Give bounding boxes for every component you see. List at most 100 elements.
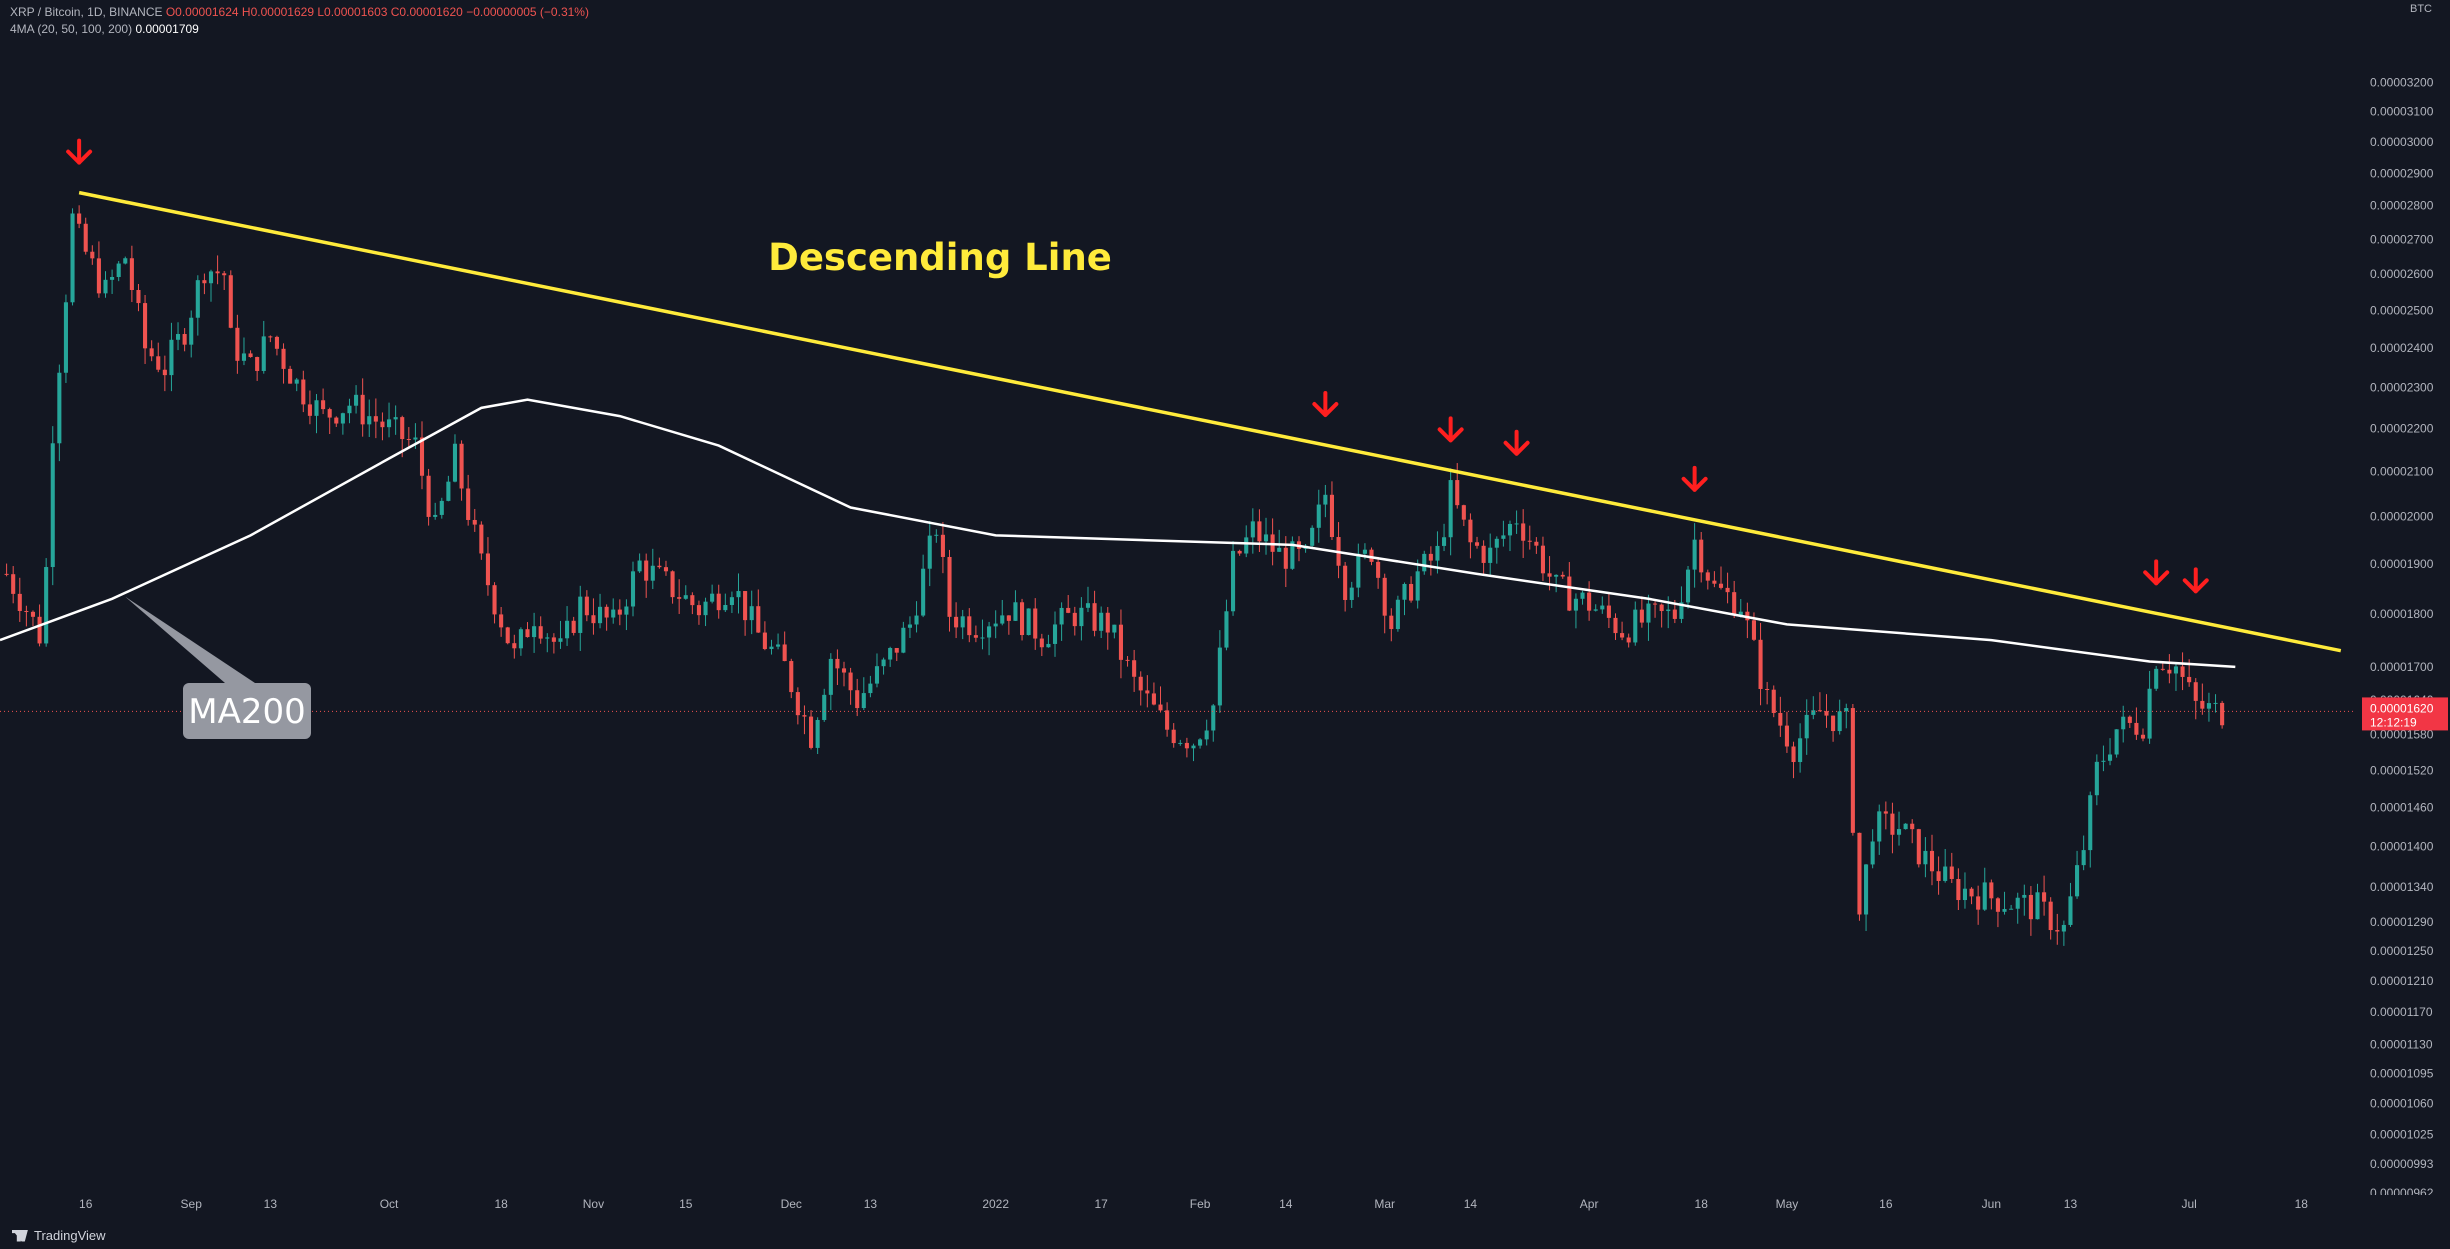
candle-body (143, 303, 148, 349)
candle (202, 273, 207, 295)
candle-body (452, 443, 458, 482)
candle-body (1211, 705, 1216, 731)
symbol-header: XRP / Bitcoin, 1D, BINANCE O0.00001624 H… (10, 5, 589, 19)
candle-body (907, 624, 912, 628)
candle-body (426, 475, 431, 517)
time-tick-label: 2022 (982, 1197, 1009, 1211)
candle (505, 626, 510, 645)
candle (927, 520, 932, 587)
candle (1593, 604, 1598, 612)
candle (189, 310, 194, 358)
candle-body (386, 419, 392, 428)
candle (419, 421, 425, 490)
price-tick-label: 0.00002100 (2370, 465, 2434, 479)
candle (1349, 581, 1354, 608)
candle (1613, 613, 1618, 640)
price-tick-label: 0.00001700 (2370, 660, 2434, 674)
candle (1395, 595, 1400, 632)
candle (1488, 533, 1493, 577)
candle-body (644, 560, 649, 581)
candle-body (2048, 901, 2053, 931)
candle-body (2180, 666, 2185, 677)
candle-body (545, 637, 550, 639)
candle-body (44, 567, 49, 644)
candle (518, 627, 523, 656)
candle-body (255, 357, 260, 371)
candle (947, 549, 952, 632)
time-tick-label: May (1776, 1197, 1799, 1211)
candle (1929, 834, 1935, 886)
candle (1956, 868, 1961, 911)
candle (1606, 593, 1611, 628)
candle-body (888, 647, 893, 660)
candle (1811, 696, 1816, 720)
candle (63, 294, 68, 383)
candle-body (1507, 523, 1513, 536)
candle (597, 593, 603, 629)
current-price-tag (2362, 697, 2448, 731)
candle (716, 584, 721, 619)
candle (967, 608, 972, 643)
candle (538, 616, 543, 644)
indicator-legend[interactable]: 4MA (20, 50, 100, 200) 0.00001709 (10, 22, 199, 36)
candle-body (729, 597, 734, 605)
candle (255, 356, 260, 381)
candle-body (1798, 738, 1803, 763)
candle (393, 405, 398, 435)
candle-body (538, 626, 543, 639)
candle-body (776, 644, 781, 647)
candle (261, 320, 266, 374)
price-axis-bg (2354, 0, 2450, 1249)
candle-body (149, 348, 154, 357)
candle (1824, 694, 1829, 728)
candle-body (2035, 892, 2040, 920)
candle-body (103, 279, 108, 294)
time-tick-label: 18 (494, 1197, 508, 1211)
candle-body (1738, 611, 1743, 616)
candle-body (756, 606, 761, 633)
candle-body (380, 421, 385, 428)
candle-body (1943, 866, 1948, 881)
candle (116, 261, 121, 282)
candle (1916, 828, 1921, 868)
candle-body (1079, 607, 1084, 627)
candle-body (24, 610, 29, 612)
candle (934, 529, 939, 543)
candle (1995, 897, 2000, 928)
candle-body (1633, 609, 1638, 643)
candle (578, 585, 583, 651)
candle (288, 365, 293, 384)
candle (789, 658, 794, 699)
price-tick-label: 0.00001130 (2370, 1037, 2433, 1051)
price-tick-label: 0.00002500 (2370, 303, 2434, 317)
candle (795, 687, 800, 725)
candle (710, 584, 715, 604)
candle (380, 412, 385, 441)
candle (169, 322, 174, 392)
candle-body (116, 263, 121, 277)
candle-body (1013, 602, 1018, 621)
price-tick-label: 0.00002600 (2370, 267, 2434, 281)
candle (762, 621, 767, 651)
price-tick-label: 0.00001900 (2370, 557, 2434, 571)
candle (334, 416, 339, 427)
candle (1052, 611, 1058, 657)
candle-body (1362, 549, 1367, 554)
candle-body (558, 638, 563, 642)
candle (973, 625, 978, 643)
candle (2147, 670, 2152, 744)
candle-body (2200, 700, 2205, 709)
arrow-down-icon (1437, 416, 1464, 443)
candle-body (479, 524, 484, 554)
candle (650, 548, 655, 590)
price-tick-label: 0.00001170 (2370, 1005, 2433, 1019)
candle-body (11, 574, 16, 594)
candle-body (1099, 612, 1104, 631)
candle (624, 599, 629, 631)
candle (1310, 525, 1315, 549)
candle (558, 620, 563, 649)
candle-body (301, 379, 306, 405)
candle (2140, 728, 2146, 742)
candle-body (466, 488, 471, 520)
